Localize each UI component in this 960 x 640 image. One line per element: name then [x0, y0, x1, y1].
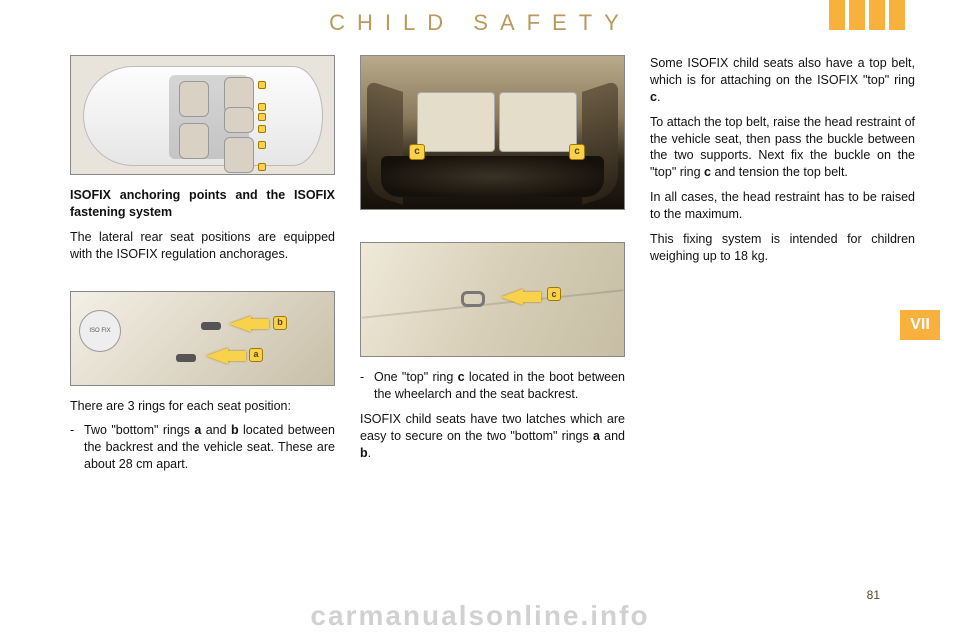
spacer [360, 222, 625, 242]
trunk-floor [381, 156, 604, 197]
seat-backrest [417, 92, 495, 152]
body-text: The lateral rear seat positions are equi… [70, 229, 335, 263]
seat-front [179, 81, 209, 117]
ref-c: c [650, 90, 657, 104]
anchor-point-icon [258, 163, 266, 171]
ring-label-c: c [547, 287, 561, 301]
ref-c: c [704, 165, 711, 179]
figure-bottom-rings: ISO FIX b a [70, 291, 335, 386]
text: and [600, 429, 625, 443]
figure-isofix-top-view [70, 55, 335, 175]
text: and tension the top belt. [711, 165, 848, 179]
text: . [657, 90, 660, 104]
anchor-point-icon [258, 125, 266, 133]
ref-c: c [458, 370, 465, 384]
anchor-point-icon [258, 103, 266, 111]
arrow-icon [501, 289, 523, 305]
spacer [70, 271, 335, 291]
seat-rear [224, 137, 254, 173]
bullet-item: One "top" ring c located in the boot bet… [360, 369, 625, 403]
section-heading: ISOFIX anchoring points and the ISOFIX f… [70, 187, 335, 221]
ring-label-b: b [273, 316, 287, 330]
ring-label-c: c [409, 144, 425, 160]
ref-b: b [231, 423, 239, 437]
arrow-icon [229, 316, 251, 332]
body-text: There are 3 rings for each seat position… [70, 398, 335, 415]
column-left: ISOFIX anchoring points and the ISOFIX f… [70, 55, 335, 481]
car-outline [83, 66, 323, 166]
text: . [368, 446, 371, 460]
bullet-list: Two "bottom" rings a and b located betwe… [70, 422, 335, 473]
figure-trunk-top-rings: c c [360, 55, 625, 210]
ring-label-c: c [569, 144, 585, 160]
ring-slot-icon [176, 354, 196, 362]
seat-rear [224, 107, 254, 133]
anchor-point-icon [258, 141, 266, 149]
ref-b: b [360, 446, 368, 460]
body-text: In all cases, the head restraint has to … [650, 189, 915, 223]
section-marker: VII [900, 310, 940, 340]
text: One "top" ring [374, 370, 458, 384]
page-title: CHILD SAFETY [0, 10, 960, 36]
column-right: Some ISOFIX child seats also have a top … [650, 55, 915, 273]
seat-backrest [499, 92, 577, 152]
ring-label-a: a [249, 348, 263, 362]
manual-page: CHILD SAFETY VII 81 ISOFIX anchoring poi… [0, 0, 960, 640]
text: Some ISOFIX child seats also have a top … [650, 56, 915, 87]
body-text: This fixing system is intended for child… [650, 231, 915, 265]
bullet-item: Two "bottom" rings a and b located betwe… [70, 422, 335, 473]
body-text: ISOFIX child seats have two latches whic… [360, 411, 625, 462]
top-ring-icon [461, 291, 485, 307]
bullet-list: One "top" ring c located in the boot bet… [360, 369, 625, 403]
anchor-point-icon [258, 81, 266, 89]
text: ISOFIX child seats have two latches whic… [360, 412, 625, 443]
text: Two "bottom" rings [84, 423, 194, 437]
isofix-badge-icon: ISO FIX [79, 310, 121, 352]
seat-front [179, 123, 209, 159]
watermark: carmanualsonline.info [0, 600, 960, 632]
body-text: To attach the top belt, raise the head r… [650, 114, 915, 182]
column-middle: c c c One "top" ring c located in the bo… [360, 55, 625, 469]
anchor-point-icon [258, 113, 266, 121]
arrow-icon [206, 348, 228, 364]
ref-a: a [593, 429, 600, 443]
figure-bg [361, 243, 624, 356]
text: and [201, 423, 231, 437]
ring-slot-icon [201, 322, 221, 330]
body-text: Some ISOFIX child seats also have a top … [650, 55, 915, 106]
figure-top-ring-closeup: c [360, 242, 625, 357]
